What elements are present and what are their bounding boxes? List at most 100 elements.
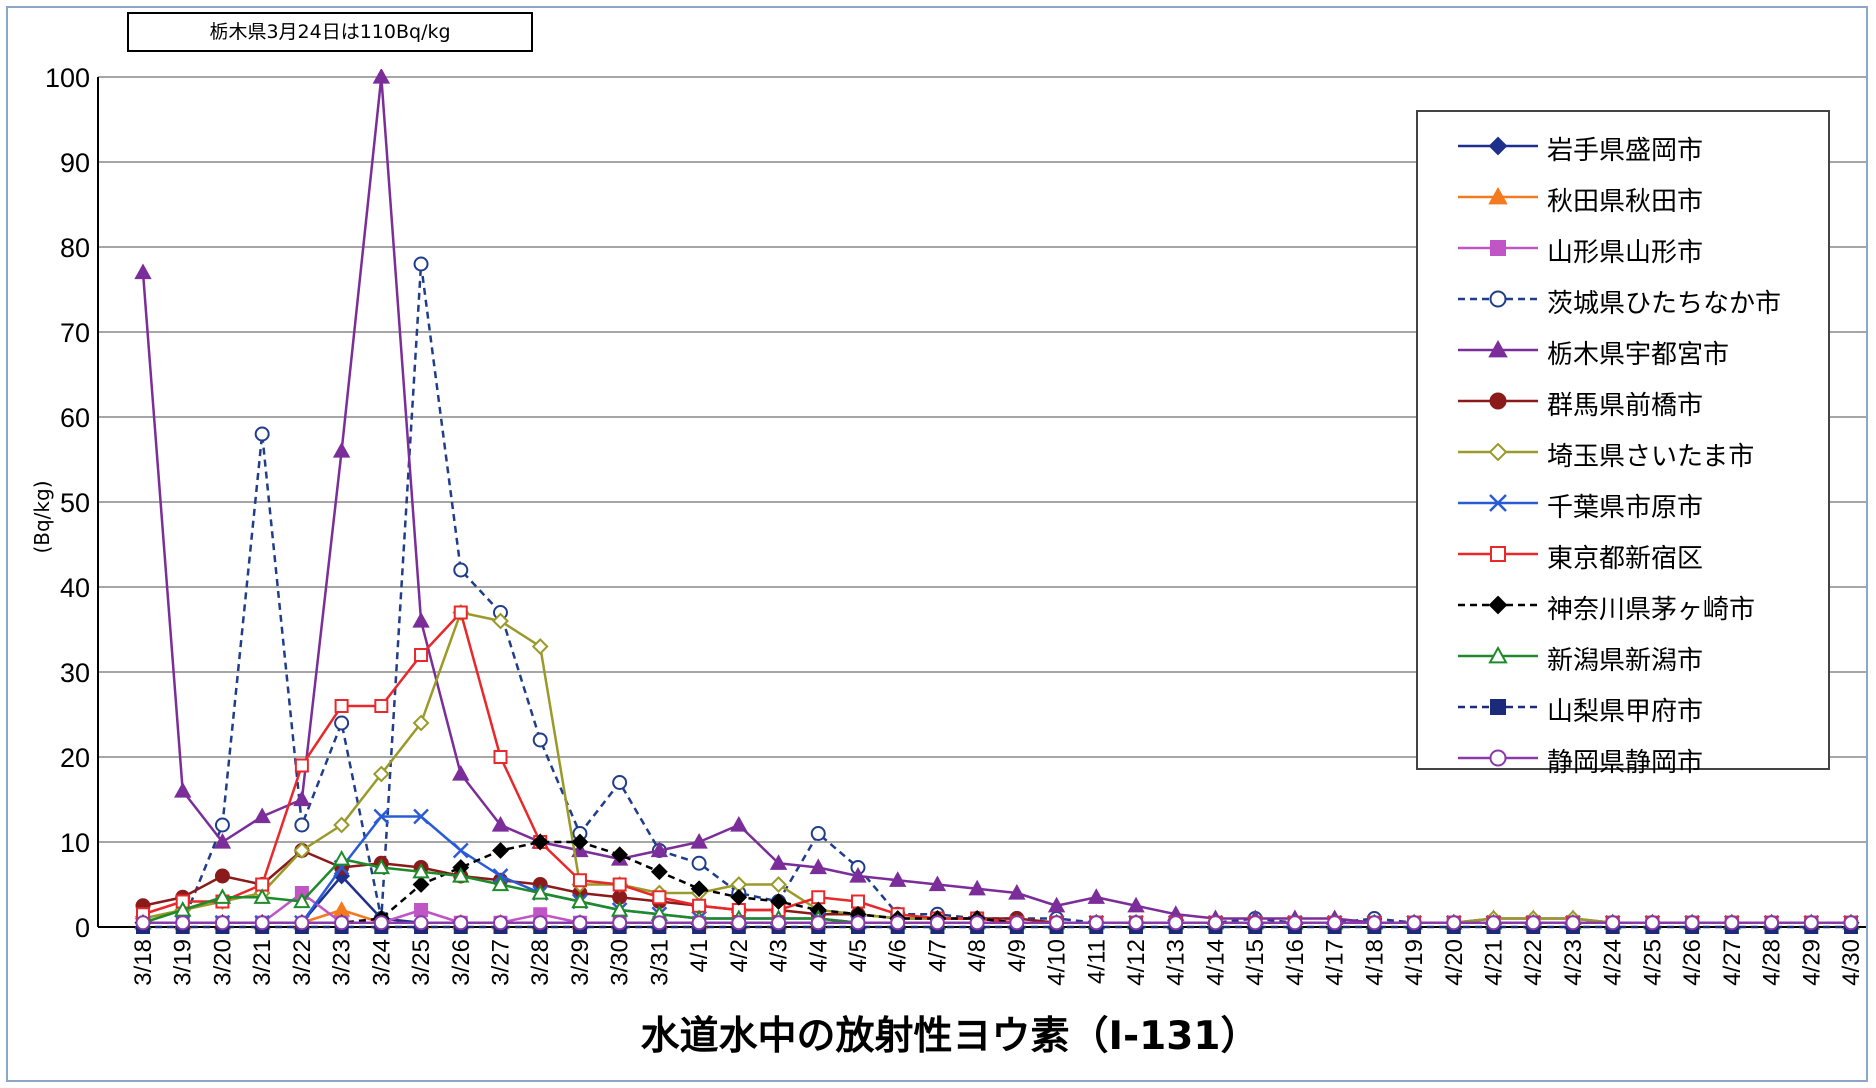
data-point (1366, 915, 1382, 931)
legend-marker (1488, 339, 1508, 358)
x-tick-label: 4/12 (1123, 939, 1150, 986)
legend-swatch (1458, 392, 1538, 410)
data-point (1128, 915, 1144, 931)
data-point (1049, 915, 1065, 931)
legend-label: 茨城県ひたちなか市 (1547, 289, 1782, 319)
legend-marker (1490, 546, 1506, 562)
data-point (372, 69, 391, 84)
data-point (1207, 915, 1223, 931)
x-tick-label: 3/19 (170, 939, 197, 986)
data-point (332, 441, 351, 458)
x-tick-label: 3/27 (487, 939, 514, 986)
data-point (571, 892, 589, 909)
legend-swatch (1458, 749, 1538, 767)
x-tick-label: 4/13 (1163, 939, 1190, 986)
x-tick-label: 4/22 (1520, 939, 1547, 986)
legend-item: 埼玉県さいたま市 (1418, 432, 1828, 472)
x-tick-label: 4/5 (845, 939, 872, 972)
data-point (491, 815, 510, 832)
legend-item: 山梨県甲府市 (1418, 687, 1828, 727)
data-point (850, 915, 866, 931)
legend-marker (1489, 494, 1507, 512)
data-point (214, 915, 230, 931)
data-point (809, 858, 827, 875)
data-point (531, 883, 549, 900)
data-point (213, 888, 232, 904)
data-point (1247, 915, 1263, 931)
legend-item: 山形県山形市 (1418, 228, 1828, 268)
data-point (412, 611, 430, 628)
x-tick-label: 3/24 (368, 939, 395, 986)
data-point (1843, 915, 1859, 931)
chart-frame (6, 6, 1868, 1082)
data-point (730, 815, 748, 832)
data-point (691, 915, 707, 931)
data-point (810, 915, 826, 931)
data-point (452, 866, 470, 883)
data-point (531, 833, 549, 851)
data-point (769, 854, 788, 870)
y-tick-label: 20 (60, 743, 90, 773)
data-point (1486, 915, 1502, 931)
series-line (142, 849, 1851, 924)
data-point (890, 915, 906, 931)
legend-label: 群馬県前橋市 (1547, 391, 1704, 421)
data-point (254, 915, 270, 931)
data-point (571, 833, 589, 851)
data-point (333, 816, 351, 834)
data-point (1087, 888, 1106, 904)
legend-label: 千葉県市原市 (1547, 493, 1704, 523)
legend-label: 神奈川県茅ヶ崎市 (1547, 595, 1756, 625)
x-tick-label: 4/17 (1322, 939, 1349, 986)
legend-item: 神奈川県茅ヶ崎市 (1418, 585, 1828, 625)
x-tick-label: 4/11 (1083, 939, 1110, 984)
legend-item: 秋田県秋田市 (1418, 177, 1828, 217)
legend-swatch (1458, 339, 1538, 358)
legend-item: 静岡県静岡市 (1418, 738, 1828, 778)
data-point (850, 894, 865, 909)
x-tick-label: 3/22 (289, 939, 316, 986)
data-point (213, 832, 232, 849)
x-tick-label: 4/28 (1759, 939, 1786, 986)
data-point (452, 842, 469, 859)
x-tick-label: 4/9 (1004, 939, 1031, 972)
data-point (293, 842, 311, 859)
legend-label: 静岡県静岡市 (1547, 748, 1704, 778)
x-tick-label: 4/19 (1401, 939, 1428, 986)
data-point (1008, 883, 1026, 900)
data-point (531, 638, 549, 655)
chart-title: 水道水中の放射性ヨウ素（I-131） (640, 1014, 1260, 1059)
annotation-note: 栃木県3月24日は110Bq/kg (127, 12, 533, 52)
legend-label: 山梨県甲府市 (1547, 697, 1704, 727)
legend-marker (1490, 240, 1506, 256)
data-point (134, 263, 152, 280)
data-point (611, 846, 629, 864)
x-tick-label: 4/4 (805, 939, 832, 972)
x-tick-label: 3/21 (249, 939, 276, 986)
axis-layer: 0 10 20 30 40 50 60 70 80 90 100 3/18 3/19 3/20 3/21 3/… (45, 63, 1866, 986)
data-point (1525, 915, 1541, 931)
x-tick-label: 4/14 (1202, 939, 1229, 986)
legend-marker (1489, 749, 1507, 767)
data-point (492, 612, 509, 630)
data-point (334, 715, 350, 731)
legend-label: 東京都新宿区 (1547, 544, 1704, 574)
x-tick-label: 4/26 (1679, 939, 1706, 986)
data-point (532, 915, 548, 931)
data-point (849, 866, 867, 883)
data-point (1565, 915, 1581, 931)
data-point (413, 915, 429, 931)
legend-marker (1489, 290, 1507, 308)
data-point (175, 915, 191, 931)
data-point (1287, 915, 1303, 931)
data-point (412, 876, 430, 893)
data-point (412, 714, 430, 732)
data-point (650, 841, 669, 858)
y-tick-label: 80 (60, 233, 90, 263)
data-point (612, 915, 628, 931)
data-point (731, 915, 747, 931)
y-tick-label: 70 (60, 318, 90, 348)
data-point (294, 758, 309, 773)
data-point (770, 876, 787, 893)
x-tick-label: 4/2 (726, 939, 753, 972)
